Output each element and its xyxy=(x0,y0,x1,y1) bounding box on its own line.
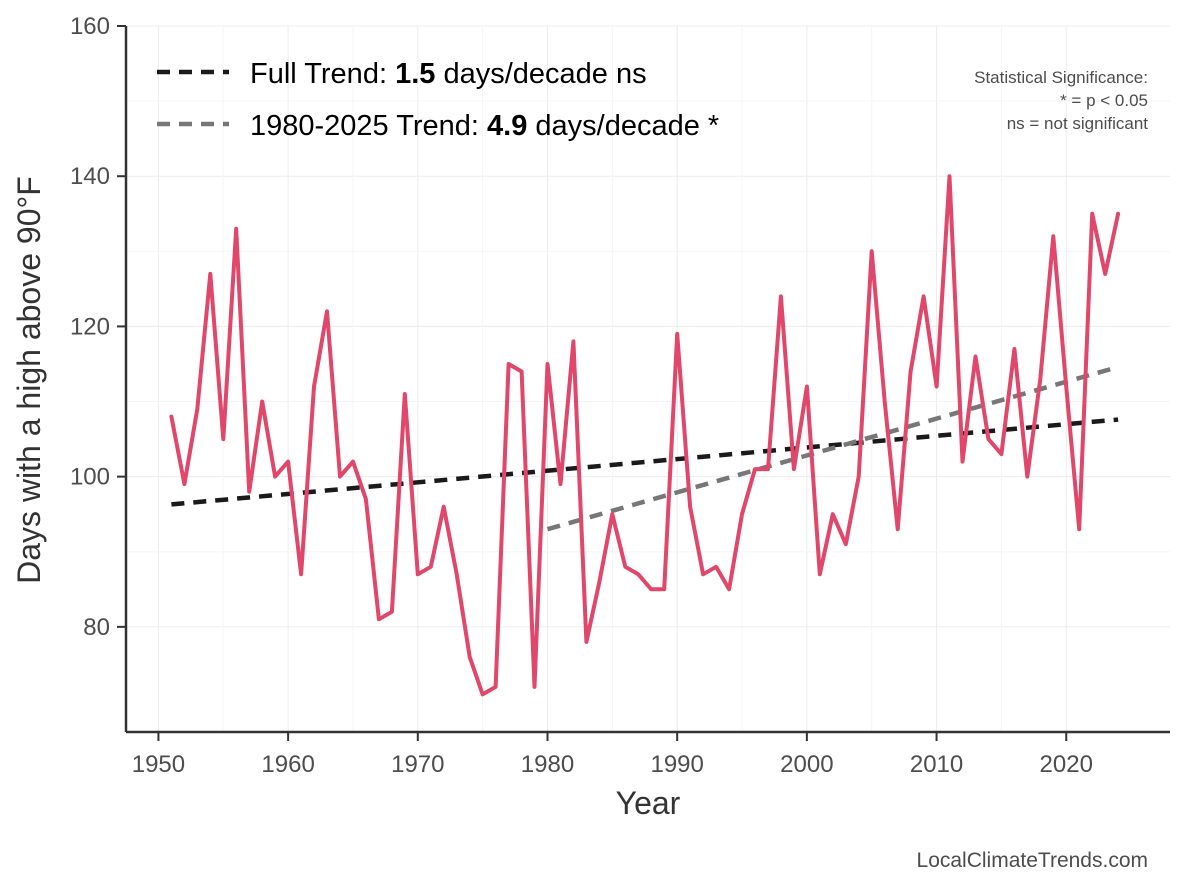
full-trend-line xyxy=(171,417,1119,507)
y-tick-label: 120 xyxy=(70,313,110,340)
x-tick-label: 1970 xyxy=(391,751,444,778)
y-tick-label: 140 xyxy=(70,163,110,190)
tick-layer: 80 100 120 140 160 1950 1960 1970 1980 1990 2000 20… xyxy=(70,13,1093,778)
legend-full-trend-suffix: days/decade ns xyxy=(443,58,646,90)
x-tick-label: 1960 xyxy=(261,751,314,778)
x-tick-label: 2010 xyxy=(910,751,963,778)
y-tick-label: 100 xyxy=(70,464,110,491)
x-tick-label: 2000 xyxy=(780,751,833,778)
legend-entry-full-trend: Full Trend: 1.5 days/decade ns xyxy=(250,58,647,90)
recent-trend-line xyxy=(546,364,1119,532)
significance-note: Statistical Significance: * = p < 0.05 n… xyxy=(974,68,1148,133)
legend-full-trend-value: 1.5 xyxy=(395,58,435,90)
legend-recent-trend-value: 4.9 xyxy=(487,110,527,142)
y-tick-label: 160 xyxy=(70,13,110,40)
x-tick-label: 1950 xyxy=(132,751,185,778)
significance-note-star: * = p < 0.05 xyxy=(1060,91,1148,110)
axis-layer xyxy=(124,26,1170,734)
legend: Full Trend: 1.5 days/decade ns 1980-2025… xyxy=(157,58,719,142)
legend-full-trend-label: Full Trend: xyxy=(250,58,387,90)
legend-entry-recent-trend: 1980-2025 Trend: 4.9 days/decade * xyxy=(250,110,719,142)
x-axis-title: Year xyxy=(616,785,681,821)
significance-note-ns: ns = not significant xyxy=(1007,114,1149,133)
y-axis-title: Days with a high above 90°F xyxy=(11,176,47,584)
significance-note-title: Statistical Significance: xyxy=(974,68,1148,87)
legend-recent-trend-suffix: days/decade * xyxy=(535,110,719,142)
series-layer xyxy=(169,174,1121,697)
x-tick-label: 1980 xyxy=(521,751,574,778)
credit: LocalClimateTrends.com xyxy=(917,849,1148,872)
y-tick-label: 80 xyxy=(83,614,110,641)
legend-recent-trend-label: 1980-2025 Trend: xyxy=(250,110,479,142)
days-above-90-series-line xyxy=(169,174,1121,697)
x-tick-label: 1990 xyxy=(650,751,703,778)
x-tick-label: 2020 xyxy=(1040,751,1093,778)
